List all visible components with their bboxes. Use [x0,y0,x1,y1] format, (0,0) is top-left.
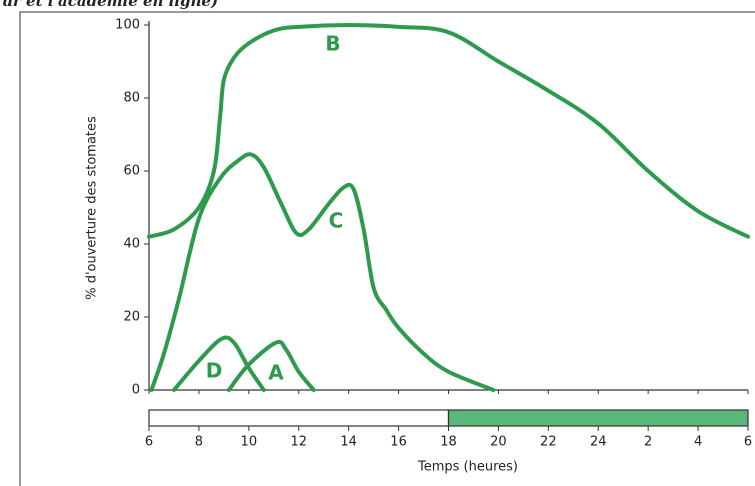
y-tick-label: 0 [132,383,140,398]
period [148,409,450,427]
x-tick-label: 22 [540,435,557,450]
line [147,22,750,239]
caption: ur et l'académie en ligne) [2,0,218,10]
x-tick-label: 4 [694,435,702,450]
x-axis-title: Temps (heures) [417,460,518,475]
x-tick-label: 20 [490,435,507,450]
x-tick-label: 8 [195,435,203,450]
curve-label: C [329,209,344,233]
line [149,152,496,392]
x-tick-label: 16 [390,435,407,450]
frame [19,11,755,486]
y-tick-label: 40 [123,237,140,252]
y-tick-label: 80 [123,91,140,106]
y-tick-label: 60 [123,164,140,179]
y-tick-label: 20 [123,310,140,325]
line [171,335,266,392]
x-tick-label: 12 [290,435,307,450]
x-tick-label: 24 [590,435,607,450]
x-tick-label: 14 [340,435,357,450]
x-tick-label: 18 [440,435,457,450]
y-tick-label: 100 [115,18,140,33]
curve-label: A [268,361,284,385]
x-tick-label: 10 [241,435,258,450]
x-tick-label: 2 [644,435,652,450]
x-tick-label: 6 [744,435,752,450]
curve-label: D [206,359,223,383]
period [447,409,749,427]
y-axis-title: % d'ouverture des stomates [85,116,100,300]
x-tick-label: 6 [145,435,153,450]
curve-label: B [325,32,340,56]
